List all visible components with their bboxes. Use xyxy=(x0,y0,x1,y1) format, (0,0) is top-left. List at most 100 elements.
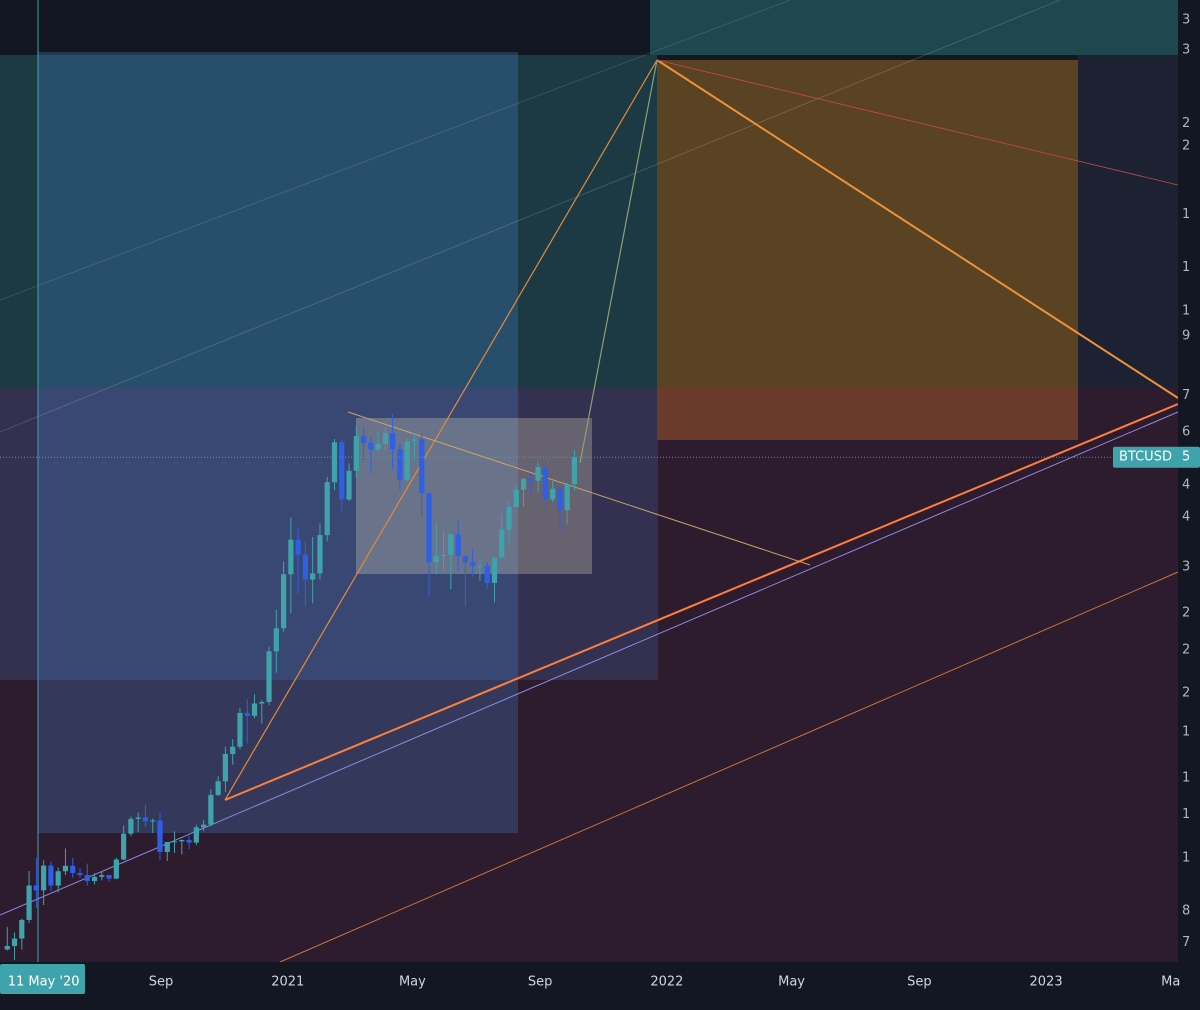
y-tick-label: 2 xyxy=(1182,686,1190,701)
candle-body xyxy=(302,554,309,580)
y-tick-label: 1 xyxy=(1182,260,1190,275)
candle-body xyxy=(77,873,83,876)
y-tick-label: 2 xyxy=(1182,116,1190,131)
candle-body xyxy=(273,628,279,652)
y-tick-label: 1 xyxy=(1182,207,1190,222)
candle-body xyxy=(295,539,301,555)
trend-line xyxy=(0,0,791,301)
candle-body xyxy=(142,817,149,822)
candle-body xyxy=(19,919,25,939)
crosshair-label-box xyxy=(0,964,85,994)
y-tick-label: 8 xyxy=(1182,903,1190,918)
zone-orange xyxy=(657,60,1078,388)
y-tick-label: 2 xyxy=(1182,139,1190,154)
zone-blue xyxy=(38,52,518,833)
y-tick-label: 2 xyxy=(1182,606,1190,621)
candle-body xyxy=(164,841,170,852)
candle-body xyxy=(513,489,519,507)
y-tick-label: 9 xyxy=(1182,328,1190,343)
x-tick-label: Sep xyxy=(907,975,932,990)
y-tick-label: 3 xyxy=(1182,560,1190,575)
candle-body xyxy=(528,478,534,481)
candle-body xyxy=(470,562,476,566)
y-tick-label: 7 xyxy=(1182,388,1190,403)
candle-body xyxy=(150,820,156,822)
x-tick-label: Ma xyxy=(1161,975,1180,990)
candle-body xyxy=(506,506,512,530)
drawings xyxy=(0,0,1179,963)
candle-body xyxy=(55,871,61,886)
symbol-label: BTCUSD xyxy=(1119,450,1172,465)
candle-body xyxy=(550,488,556,500)
y-tick-label: 6 xyxy=(1182,425,1190,440)
candle-body xyxy=(382,432,388,444)
y-tick-label: 3 xyxy=(1182,42,1190,57)
y-tick-label: 4 xyxy=(1182,478,1190,493)
trend-line xyxy=(656,59,1179,186)
y-tick-label: 1 xyxy=(1182,770,1190,785)
candle-body xyxy=(448,534,454,555)
candle-body xyxy=(33,885,39,891)
candle-body xyxy=(193,827,199,843)
candle-body xyxy=(128,818,134,834)
x-tick-label: May xyxy=(399,975,426,990)
candle-body xyxy=(520,478,527,490)
candle-body xyxy=(251,703,258,716)
trend-line xyxy=(279,571,1179,963)
candle-body xyxy=(419,439,425,494)
candle-body xyxy=(99,875,105,877)
candle-body xyxy=(113,859,119,879)
candle-body xyxy=(280,574,287,629)
candle-body xyxy=(535,467,541,481)
candle-body xyxy=(222,754,229,782)
candle-body xyxy=(135,817,141,819)
x-tick-label: Sep xyxy=(149,975,174,990)
candle-body xyxy=(91,876,98,882)
candle-body xyxy=(230,746,236,755)
candle-body xyxy=(360,436,367,443)
candle-body xyxy=(201,824,207,828)
candle-body xyxy=(266,651,272,702)
candle-body xyxy=(397,448,403,480)
candle-body xyxy=(324,482,330,536)
candle-body xyxy=(62,865,69,872)
trend-line xyxy=(0,0,1061,433)
y-tick-label: 7 xyxy=(1182,935,1190,950)
candle-body xyxy=(462,556,468,563)
time-axis xyxy=(0,962,1200,1010)
candle-body xyxy=(41,865,47,891)
candle-body xyxy=(244,712,250,716)
last-price-box xyxy=(1113,446,1200,468)
zone-orange-low xyxy=(657,388,1078,440)
candle-body xyxy=(375,443,381,450)
candle-body xyxy=(186,839,192,843)
y-tick-label: 1 xyxy=(1182,724,1190,739)
x-tick-label: 11 May '20 xyxy=(8,975,80,990)
candle-body xyxy=(426,493,432,563)
candle-body xyxy=(564,484,570,511)
trend-line xyxy=(656,59,1179,399)
x-tick-label: Sep xyxy=(528,975,553,990)
candle-body xyxy=(237,712,243,747)
candle-body xyxy=(171,841,178,843)
y-tick-label: 1 xyxy=(1182,807,1190,822)
zone-top xyxy=(650,0,1178,55)
candle-body xyxy=(179,839,185,842)
candle-body xyxy=(368,442,374,450)
x-tick-label: 2023 xyxy=(1030,975,1063,990)
candle-body xyxy=(346,470,352,500)
candle-body xyxy=(571,457,578,485)
candle-body xyxy=(331,442,338,483)
x-tick-label: 2021 xyxy=(271,975,304,990)
candle-body xyxy=(26,885,32,920)
candle-body xyxy=(317,535,323,574)
candle-body xyxy=(259,701,265,704)
candle-body xyxy=(433,556,439,563)
candle-body xyxy=(208,794,214,825)
candle-body xyxy=(411,439,418,442)
trend-line xyxy=(224,59,658,801)
zone-teal xyxy=(0,55,657,388)
candle-body xyxy=(84,875,90,882)
trend-line xyxy=(224,403,1179,801)
candle-body xyxy=(542,467,548,500)
